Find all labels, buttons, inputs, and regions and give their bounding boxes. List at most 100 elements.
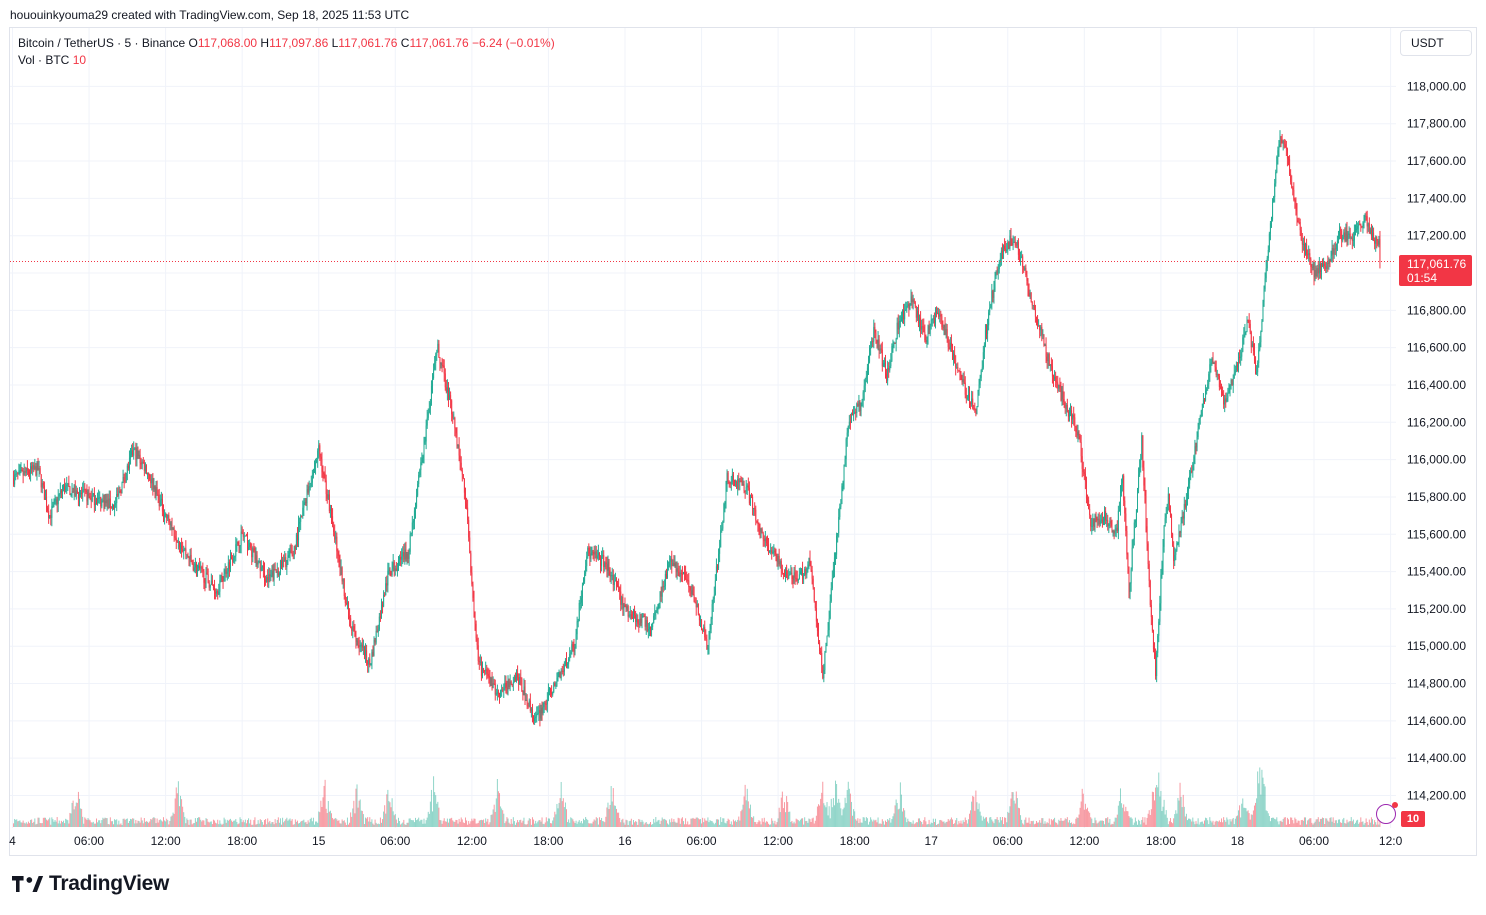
candle-body bbox=[54, 499, 56, 502]
candle-body bbox=[1006, 250, 1008, 252]
candle-body bbox=[1213, 362, 1215, 364]
candle-body bbox=[979, 377, 981, 385]
candle-body bbox=[499, 693, 501, 697]
volume-bar bbox=[777, 818, 779, 827]
symbol-label[interactable]: Bitcoin / TetherUS · 5 · Binance bbox=[18, 36, 186, 50]
volume-bar bbox=[552, 820, 554, 827]
candle-body bbox=[138, 454, 140, 456]
volume-bar bbox=[999, 817, 1001, 827]
candle-body bbox=[541, 708, 543, 714]
volume-bar bbox=[1218, 820, 1220, 827]
candle-body bbox=[1167, 493, 1169, 504]
volume-bar bbox=[611, 801, 613, 827]
volume-label[interactable]: Vol · BTC bbox=[18, 53, 70, 67]
candle-body bbox=[960, 373, 962, 375]
volume-bar bbox=[811, 818, 813, 827]
lightning-icon[interactable] bbox=[1376, 802, 1398, 824]
candle-body bbox=[1135, 509, 1137, 521]
candle-body bbox=[861, 400, 863, 407]
volume-bar bbox=[563, 807, 565, 827]
candle-body bbox=[667, 567, 669, 578]
candle-body bbox=[547, 689, 549, 700]
volume-bar bbox=[379, 817, 381, 827]
volume-bar bbox=[186, 818, 188, 827]
candle-body bbox=[1207, 384, 1209, 389]
candle-body bbox=[899, 320, 901, 322]
candle-body bbox=[1195, 446, 1197, 448]
volume-bar bbox=[1346, 819, 1348, 827]
candle-body bbox=[15, 473, 17, 475]
candle-body bbox=[1306, 244, 1308, 255]
volume-bar bbox=[644, 822, 646, 827]
candle-body bbox=[1104, 511, 1106, 522]
chart-pane[interactable] bbox=[9, 27, 1477, 856]
volume-bar bbox=[237, 824, 239, 827]
candle-body bbox=[893, 342, 895, 346]
candle-body bbox=[303, 502, 305, 508]
candle-body bbox=[963, 379, 965, 383]
candle-body bbox=[1197, 428, 1199, 438]
currency-selector[interactable]: USDT bbox=[1400, 30, 1472, 56]
volume-bar bbox=[1309, 818, 1311, 827]
volume-bar bbox=[1032, 820, 1034, 827]
candle-body bbox=[557, 676, 559, 678]
candle-body bbox=[705, 637, 707, 640]
volume-bar bbox=[1214, 821, 1216, 827]
candle-body bbox=[1058, 384, 1060, 389]
volume-bar bbox=[852, 815, 854, 827]
candle-body bbox=[331, 509, 332, 517]
volume-bar bbox=[833, 805, 835, 827]
candle-body bbox=[332, 516, 334, 527]
volume-bar bbox=[1129, 817, 1131, 827]
volume-bar bbox=[13, 823, 15, 827]
volume-bar bbox=[1008, 812, 1010, 827]
candle-body bbox=[57, 496, 59, 505]
time-tick-label: 18:00 bbox=[227, 834, 257, 848]
candle-body bbox=[743, 483, 745, 491]
candle-body bbox=[558, 672, 560, 677]
volume-bar bbox=[698, 819, 700, 827]
tradingview-logo[interactable]: TradingView bbox=[12, 872, 169, 896]
candle-body bbox=[1075, 426, 1077, 432]
candle-body bbox=[131, 450, 133, 455]
candle-body bbox=[902, 309, 904, 318]
candle-body bbox=[836, 535, 838, 555]
candle-body bbox=[570, 652, 572, 654]
volume-bar bbox=[106, 818, 108, 827]
candle-body bbox=[1171, 515, 1173, 534]
candle-body bbox=[264, 569, 266, 580]
volume-bar bbox=[915, 822, 917, 827]
candle-body bbox=[328, 494, 330, 512]
candle-body bbox=[1123, 475, 1125, 501]
volume-bar bbox=[1056, 822, 1058, 827]
candle-body bbox=[221, 575, 223, 581]
candle-body bbox=[445, 387, 447, 393]
volume-bar bbox=[855, 819, 857, 827]
candle-body bbox=[473, 597, 475, 612]
volume-bar bbox=[847, 781, 849, 827]
candle-body bbox=[1106, 519, 1108, 521]
candle-body bbox=[449, 395, 451, 400]
volume-bar bbox=[848, 788, 850, 827]
candle-body bbox=[1214, 362, 1216, 368]
candle-body bbox=[441, 363, 443, 366]
candle-body bbox=[114, 504, 116, 510]
candle-body bbox=[671, 558, 673, 567]
candle-body bbox=[25, 467, 27, 473]
volume-bar bbox=[1229, 819, 1231, 827]
candle-body bbox=[729, 482, 731, 485]
candle-body bbox=[641, 616, 643, 624]
volume-bar bbox=[980, 815, 982, 827]
volume-bar bbox=[917, 818, 919, 827]
candle-body bbox=[1028, 289, 1030, 297]
volume-bar bbox=[553, 817, 555, 827]
candle-body bbox=[1137, 488, 1139, 510]
candle-body bbox=[159, 500, 161, 507]
candle-body bbox=[675, 563, 677, 573]
candle-body bbox=[835, 554, 837, 558]
candle-body bbox=[889, 366, 891, 371]
candle-body bbox=[1313, 264, 1315, 278]
candle-body bbox=[37, 462, 39, 470]
candle-body bbox=[1166, 503, 1168, 514]
